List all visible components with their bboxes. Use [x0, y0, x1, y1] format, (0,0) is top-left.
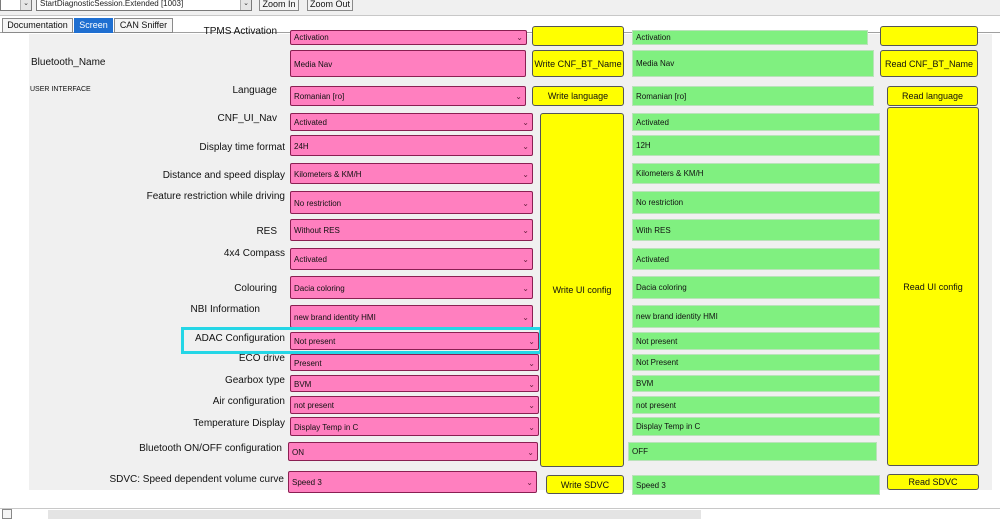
read-bt-name-button[interactable]: Read CNF_BT_Name [880, 50, 978, 77]
nbi-select[interactable]: new brand identity HMI ⌄ [290, 305, 533, 328]
bluetooth-onoff-select[interactable]: ON ⌄ [288, 442, 538, 461]
chevron-down-icon: ⌄ [522, 199, 529, 208]
write-sdvc-button[interactable]: Write SDVC [546, 475, 624, 494]
row-label: SDVC: Speed dependent volume curve [109, 474, 284, 485]
row-label: TPMS Activation [203, 26, 277, 37]
adac-read-field: Not present [632, 332, 880, 350]
chevron-down-icon: ⌄ [516, 33, 523, 42]
row-label: Colouring [234, 283, 277, 294]
tab-screen[interactable]: Screen [74, 18, 113, 33]
row-label: Language [232, 85, 278, 96]
temperature-read-field: Display Temp in C [632, 417, 880, 436]
row-label: Gearbox type [224, 375, 285, 386]
time-format-select[interactable]: 24H ⌄ [290, 135, 533, 156]
row-label: 4x4 Compass [223, 248, 285, 259]
session-combo-value: StartDiagnosticSession.Extended [1003] [40, 0, 184, 8]
sdvc-select[interactable]: Speed 3 ⌄ [288, 471, 537, 493]
row-label: Air configuration [212, 396, 285, 407]
compass-select[interactable]: Activated ⌄ [290, 248, 533, 270]
row-label: Bluetooth_Name [31, 57, 106, 68]
compass-read-field: Activated [632, 248, 880, 270]
horizontal-scrollbar[interactable] [48, 510, 701, 519]
chevron-down-icon: ⌄ [528, 423, 535, 432]
language-read-field: Romanian [ro] [632, 86, 874, 106]
gearbox-read-field: BVM [632, 375, 880, 392]
row-label: RES [256, 226, 277, 237]
chevron-down-icon: ⌄ [526, 478, 533, 487]
row-label: CNF_UI_Nav [217, 113, 277, 124]
air-config-select[interactable]: not present ⌄ [290, 396, 539, 414]
feature-restriction-select[interactable]: No restriction ⌄ [290, 191, 533, 214]
row-label: NBI Information [190, 304, 260, 315]
nbi-read-field: new brand identity HMI [632, 305, 880, 328]
scroll-left-icon[interactable] [2, 509, 12, 519]
chevron-down-icon: ⌄ [240, 0, 251, 10]
res-select[interactable]: Without RES ⌄ [290, 219, 533, 241]
time-format-read-field: 12H [632, 135, 880, 156]
colouring-select[interactable]: Dacia coloring ⌄ [290, 276, 533, 299]
eco-drive-read-field: Not Present [632, 354, 880, 371]
session-combo[interactable]: StartDiagnosticSession.Extended [1003] ⌄ [36, 0, 252, 11]
chevron-down-icon: ⌄ [528, 380, 535, 389]
write-tpms-button[interactable] [532, 26, 624, 46]
cnf-ui-nav-read-field: Activated [632, 113, 880, 131]
tpms-select[interactable]: Activation ⌄ [290, 30, 527, 45]
distance-speed-select[interactable]: Kilometers & KM/H ⌄ [290, 163, 533, 184]
read-tpms-button[interactable] [880, 26, 978, 46]
bluetooth-onoff-read-field: OFF [628, 442, 877, 461]
tab-can-sniffer[interactable]: CAN Sniffer [114, 18, 173, 33]
chevron-down-icon: ⌄ [522, 284, 529, 293]
zoom-out-button[interactable]: Zoom Out [307, 0, 353, 11]
chevron-down-icon: ⌄ [528, 401, 535, 410]
sdvc-read-field: Speed 3 [632, 475, 880, 495]
res-read-field: With RES [632, 219, 880, 241]
read-ui-config-button[interactable]: Read UI config [887, 107, 979, 466]
adac-highlight-frame [181, 327, 542, 354]
gearbox-select[interactable]: BVM ⌄ [290, 375, 539, 392]
language-select[interactable]: Romanian [ro] ⌄ [290, 86, 526, 106]
chevron-down-icon: ⌄ [20, 0, 31, 10]
row-label: Display time format [199, 142, 285, 153]
adac-select[interactable]: Not present ⌄ [290, 332, 539, 350]
chevron-down-icon: ⌄ [527, 448, 534, 457]
section-title: USER INTERFACE [30, 86, 91, 93]
eco-drive-select[interactable]: Present ⌄ [290, 354, 539, 371]
chevron-down-icon: ⌄ [528, 359, 535, 368]
chevron-down-icon: ⌄ [522, 255, 529, 264]
row-label: Temperature Display [193, 418, 285, 429]
chevron-down-icon: ⌄ [522, 170, 529, 179]
row-label: ADAC Configuration [194, 333, 285, 344]
row-label: Distance and speed display [162, 170, 285, 181]
cnf-ui-nav-select[interactable]: Activated ⌄ [290, 113, 533, 131]
write-language-button[interactable]: Write language [532, 86, 624, 106]
read-language-button[interactable]: Read language [887, 86, 978, 106]
temperature-select[interactable]: Display Temp in C ⌄ [290, 417, 539, 436]
read-sdvc-button[interactable]: Read SDVC [887, 474, 979, 490]
chevron-down-icon: ⌄ [522, 118, 529, 127]
feature-restriction-read-field: No restriction [632, 191, 880, 214]
row-label: Feature restriction while driving [146, 191, 285, 202]
tpms-read-field: Activation [632, 30, 868, 45]
write-ui-config-button[interactable]: Write UI config [540, 113, 624, 467]
row-label: Bluetooth ON/OFF configuration [139, 443, 282, 454]
write-bt-name-button[interactable]: Write CNF_BT_Name [532, 50, 624, 77]
tab-documentation[interactable]: Documentation [2, 18, 73, 33]
distance-speed-read-field: Kilometers & KM/H [632, 163, 880, 184]
chevron-down-icon: ⌄ [522, 142, 529, 151]
bluetooth-name-input[interactable]: Media Nav [290, 50, 526, 77]
chevron-down-icon: ⌄ [515, 92, 522, 101]
bluetooth-name-read-field: Media Nav [632, 50, 874, 77]
row-label: ECO drive [238, 353, 285, 364]
colouring-read-field: Dacia coloring [632, 276, 880, 299]
chevron-down-icon: ⌄ [528, 337, 535, 346]
chevron-down-icon: ⌄ [522, 226, 529, 235]
zoom-in-button[interactable]: Zoom In [259, 0, 299, 11]
left-combo[interactable]: ⌄ [0, 0, 32, 11]
air-config-read-field: not present [632, 396, 880, 414]
chevron-down-icon: ⌄ [522, 313, 529, 322]
